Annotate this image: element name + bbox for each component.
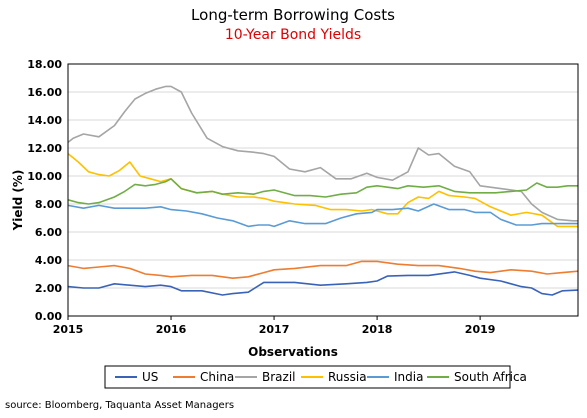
y-tick-label: 12.00: [27, 142, 62, 155]
x-axis-ticks: 2015 2016 2017 2018 2019: [53, 316, 496, 336]
series-line-brazil: [67, 85, 578, 222]
legend-label: India: [394, 370, 423, 384]
y-tick-label: 0.00: [35, 310, 62, 323]
series-lines: [67, 85, 579, 296]
chart-title: Long-term Borrowing Costs: [191, 6, 395, 24]
y-axis-ticks: 0.00 2.00 4.00 6.00 8.00 10.00 12.00 14.00 16.00…: [27, 58, 62, 323]
series-line-south-africa: [67, 178, 578, 205]
y-tick-label: 10.00: [27, 170, 62, 183]
legend-label: Russia: [328, 370, 367, 384]
x-tick-label: 2016: [156, 323, 187, 336]
series-line-us: [67, 271, 579, 296]
series-line-china: [67, 260, 579, 279]
legend-label: China: [200, 370, 234, 384]
legend-label: South Africa: [454, 370, 527, 384]
y-tick-label: 8.00: [35, 198, 62, 211]
x-tick-label: 2015: [53, 323, 84, 336]
source-note: source: Bloomberg, Taquanta Asset Manage…: [5, 400, 234, 411]
x-tick-label: 2019: [465, 323, 496, 336]
y-tick-label: 16.00: [27, 86, 62, 99]
y-tick-label: 2.00: [35, 282, 62, 295]
y-axis-label: Yield (%): [11, 170, 25, 232]
y-tick-label: 14.00: [27, 114, 62, 127]
x-axis-label: Observations: [248, 345, 338, 359]
series-line-india: [67, 203, 578, 228]
x-tick-label: 2018: [362, 323, 393, 336]
y-tick-label: 18.00: [27, 58, 62, 71]
legend-label: US: [142, 370, 158, 384]
series-line-russia: [67, 152, 578, 228]
legend: US China Brazil Russia India South Africa: [104, 365, 527, 389]
y-tick-label: 6.00: [35, 226, 62, 239]
legend-label: Brazil: [262, 370, 296, 384]
gridlines: [68, 63, 578, 317]
x-tick-label: 2017: [259, 323, 290, 336]
y-tick-label: 4.00: [35, 254, 62, 267]
chart-subtitle: 10-Year Bond Yields: [225, 27, 361, 43]
plot-border: [67, 63, 579, 317]
